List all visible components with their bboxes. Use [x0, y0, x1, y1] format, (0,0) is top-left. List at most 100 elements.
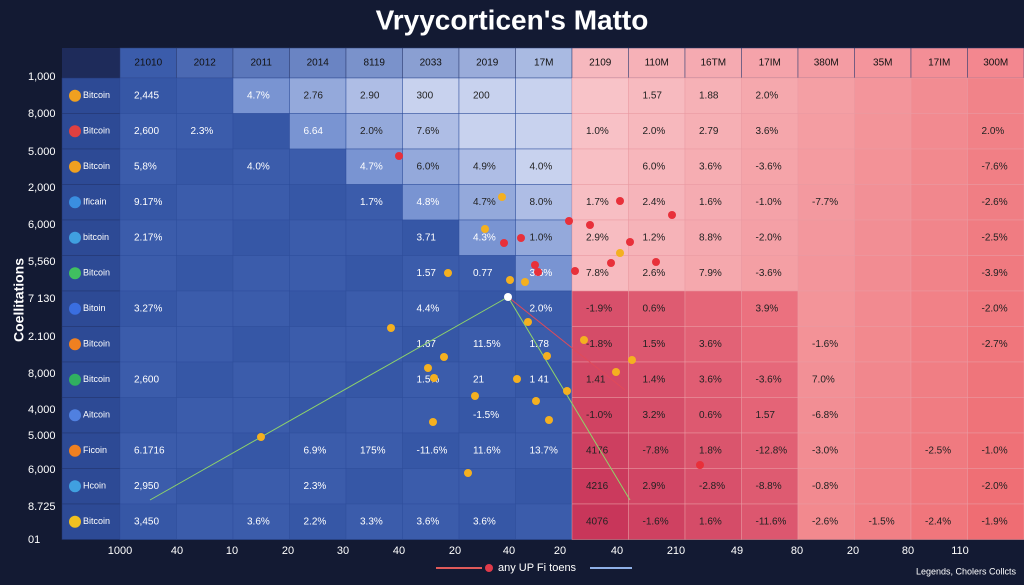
cell	[345, 77, 403, 114]
scatter-dot	[565, 217, 573, 225]
cell-value: 1.5%	[417, 374, 440, 385]
header-cell	[741, 47, 799, 79]
cell-value: 13.7%	[530, 445, 558, 456]
cell-value: 2,445	[134, 90, 159, 101]
coin-icon	[69, 515, 81, 528]
cell	[402, 326, 460, 363]
cell	[232, 113, 290, 150]
cell	[402, 432, 460, 469]
header-label: 2109	[589, 58, 612, 69]
cell	[458, 255, 516, 292]
scatter-dot	[616, 249, 624, 257]
cell-value: 6.0%	[643, 161, 666, 172]
cell	[176, 184, 234, 221]
cell-value: 7.8%	[586, 268, 609, 279]
header-label: 2011	[250, 58, 272, 69]
cell	[854, 113, 912, 150]
cell	[289, 77, 347, 114]
scatter-dot	[444, 269, 452, 277]
cell-value: -11.6%	[756, 516, 787, 527]
x-axis-label: 10	[226, 545, 238, 557]
cell-value: 4.7%	[473, 197, 496, 208]
row-label-bg	[61, 503, 121, 540]
cell	[119, 397, 177, 434]
cell	[289, 397, 347, 434]
scatter-dot	[517, 234, 525, 242]
row-label: Bitcoin	[83, 90, 110, 100]
cell-value: -8.8%	[756, 481, 782, 492]
scatter-dot	[543, 352, 551, 360]
cell-value: -1.0%	[586, 410, 612, 421]
scatter-dot	[628, 356, 636, 364]
cell-value: 2.76	[304, 90, 324, 101]
cell-value: 1 41	[530, 374, 550, 385]
cell-value: 1.41	[586, 374, 606, 385]
cell	[176, 397, 234, 434]
cell-value: 4.0%	[247, 161, 270, 172]
header-label: 300M	[983, 58, 1008, 69]
cell	[797, 326, 855, 363]
cell-value: 3.6%	[247, 516, 270, 527]
cell	[176, 326, 234, 363]
scatter-dot	[616, 197, 624, 205]
cell	[345, 397, 403, 434]
cell-value: 1.67	[417, 339, 437, 350]
cell	[854, 77, 912, 114]
cell	[119, 503, 177, 540]
cell-value: -1.5%	[869, 516, 895, 527]
cell-value: 4.7%	[360, 161, 383, 172]
scatter-dot	[531, 261, 539, 269]
header-label: 2014	[307, 58, 330, 69]
cell-value: 1.57	[756, 410, 776, 421]
cell	[458, 326, 516, 363]
cell-value: 0.6%	[699, 410, 722, 421]
cell-value: 0.6%	[643, 303, 666, 314]
cell	[232, 290, 290, 327]
header-label: 2019	[476, 58, 499, 69]
cell-value: 4.9%	[473, 161, 496, 172]
coin-icon	[69, 373, 81, 386]
header-cell	[684, 47, 742, 79]
scatter-dot	[500, 239, 508, 247]
cell-value: 3.3%	[360, 516, 383, 527]
y-axis-label: 8.725	[28, 501, 56, 513]
cell	[741, 468, 799, 505]
cell-value: -3.6%	[756, 374, 782, 385]
header-cell	[458, 47, 516, 79]
cell	[515, 113, 573, 150]
cell	[967, 326, 1024, 363]
cell	[967, 77, 1024, 114]
cell-value: 4.3%	[473, 232, 496, 243]
cell-value: -1.8%	[586, 339, 612, 350]
coin-icon	[69, 89, 81, 102]
header-label: 2012	[194, 58, 217, 69]
cell-value: -12.8%	[756, 445, 788, 456]
cell	[232, 184, 290, 221]
cell	[289, 184, 347, 221]
cell	[515, 468, 573, 505]
cell	[232, 397, 290, 434]
axis-label: Coellitations	[11, 258, 27, 342]
cell-value: -2.5%	[982, 232, 1008, 243]
footer: Legends, Cholers Collcts	[916, 566, 1017, 576]
cell	[628, 432, 686, 469]
y-axis-label: 6,000	[28, 219, 56, 231]
cell	[345, 255, 403, 292]
cell	[458, 432, 516, 469]
scatter-dot	[395, 152, 403, 160]
x-axis-label: 80	[791, 545, 803, 557]
cell	[176, 432, 234, 469]
cell	[910, 113, 968, 150]
cell-value: -2.8%	[699, 481, 725, 492]
cell-value: 2.3%	[304, 481, 327, 492]
cell	[741, 326, 799, 363]
scatter-dot	[506, 276, 514, 284]
row-label: Ificain	[83, 197, 107, 207]
title: Vryycorticen's Matto	[376, 4, 649, 35]
scatter-dot	[257, 433, 265, 441]
cell-value: 11.6%	[473, 445, 501, 456]
cell	[515, 503, 573, 540]
cell	[684, 326, 742, 363]
header-label: 2033	[420, 58, 443, 69]
y-axis-label: 5.000	[28, 146, 56, 158]
